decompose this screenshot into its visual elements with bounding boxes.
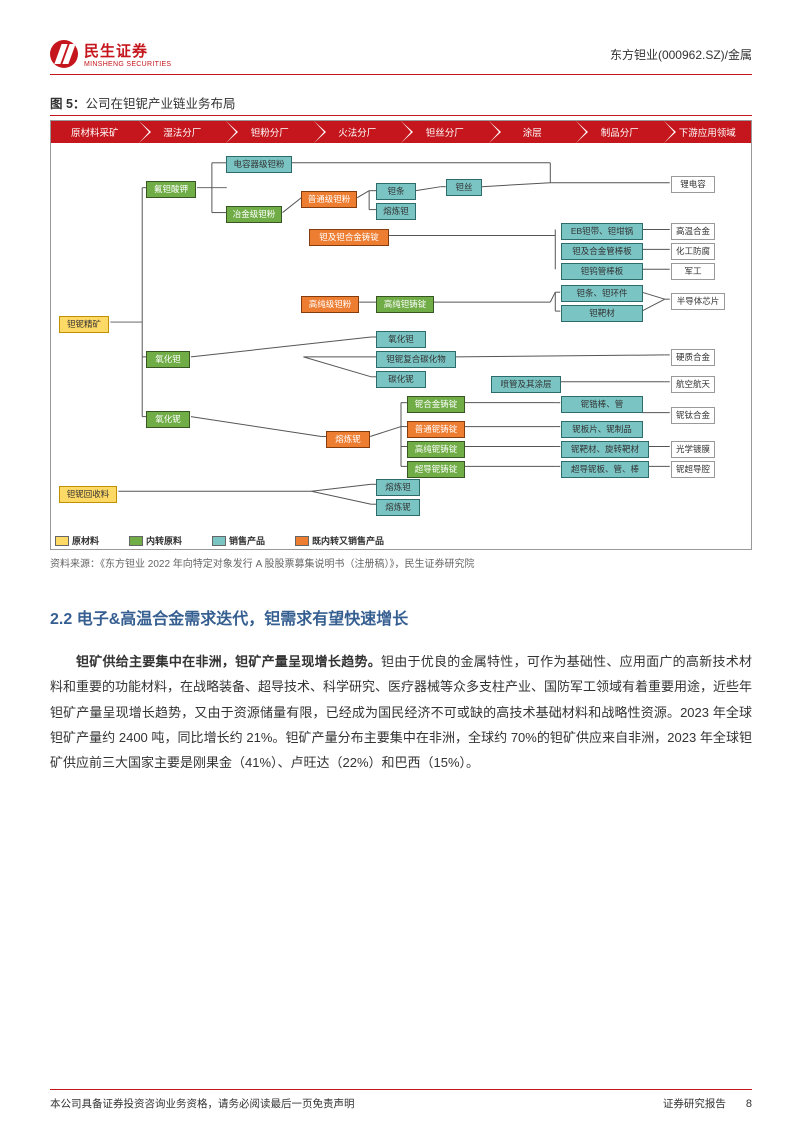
node-n1: 钽铌精矿 <box>59 316 109 333</box>
node-n40: 硬质合金 <box>671 349 715 366</box>
node-n13: EB钽带、钽坩锅 <box>561 223 643 240</box>
node-n18: 高纯级钽粉 <box>301 296 359 313</box>
logo: 民生证券 MINSHENG SECURITIES <box>50 40 171 68</box>
node-n29: 铌锆棒、管 <box>561 396 643 413</box>
node-n22: 碳化铌 <box>376 371 426 388</box>
node-n23: 铌合金铸锭 <box>407 396 465 413</box>
node-n12: 钽丝 <box>446 179 482 196</box>
node-n14: 钽及合金管棒板 <box>561 243 643 260</box>
body-paragraph: 钽矿供给主要集中在非洲，钽矿产量呈现增长趋势。钽由于优良的金属特性，可作为基础性… <box>50 649 752 776</box>
node-n37: 化工防腐 <box>671 243 715 260</box>
node-n28: 喷管及其涂层 <box>491 376 561 393</box>
node-n31: 铌靶材、旋转靶材 <box>561 441 649 458</box>
node-n44: 铌超导腔 <box>671 461 715 478</box>
node-n17: 钽靶材 <box>561 305 643 322</box>
figure-source: 资料来源：《东方钽业 2022 年向特定对象发行 A 股股票募集说明书（注册稿）… <box>50 555 752 570</box>
node-n20: 氧化钽 <box>376 331 426 348</box>
node-n5: 氧化铌 <box>146 411 190 428</box>
page-header: 民生证券 MINSHENG SECURITIES 东方钽业(000962.SZ)… <box>50 40 752 75</box>
legend-item: 内转原料 <box>129 534 182 547</box>
footer-disclaimer: 本公司具备证券投资咨询业务资格，请务必阅读最后一页免责声明 <box>50 1096 355 1111</box>
logo-cn: 民生证券 <box>84 40 171 61</box>
node-n41: 航空航天 <box>671 376 715 393</box>
node-n3: 氟钽酸钾 <box>146 181 196 198</box>
node-n6: 电容器级钽粉 <box>226 156 292 173</box>
node-n4: 氧化钽 <box>146 351 190 368</box>
footer-report-type: 证券研究报告 <box>663 1096 726 1111</box>
node-n39: 半导体芯片 <box>671 293 725 310</box>
legend-item: 销售产品 <box>212 534 265 547</box>
node-n27: 熔炼铌 <box>326 431 370 448</box>
logo-icon <box>50 40 78 68</box>
flowchart: 原材料采矿湿法分厂钽粉分厂火法分厂钽丝分厂涂层制品分厂下游应用领域 钽铌精矿钽铌… <box>50 120 752 550</box>
node-n9: 钽条 <box>376 183 416 200</box>
node-n33: 熔炼钽 <box>376 479 420 496</box>
node-n26: 超导铌铸锭 <box>407 461 465 478</box>
node-n35: 锂电容 <box>671 176 715 193</box>
node-n7: 冶金级钽粉 <box>226 206 282 223</box>
node-n15: 钽钨管棒板 <box>561 263 643 280</box>
figure-title: 图 5：公司在钽铌产业链业务布局 <box>50 93 752 116</box>
node-n19: 高纯钽铸锭 <box>376 296 434 313</box>
node-n2: 钽铌回收料 <box>59 486 117 503</box>
node-n38: 军工 <box>671 263 715 280</box>
node-n11: 钽及钽合金铸锭 <box>309 229 389 246</box>
legend: 原材料 内转原料 销售产品 既内转又销售产品 <box>55 534 384 547</box>
page-number: 8 <box>746 1098 752 1110</box>
node-n8: 普通级钽粉 <box>301 191 357 208</box>
node-n21: 钽铌复合碳化物 <box>376 351 456 368</box>
node-n36: 高温合金 <box>671 223 715 240</box>
page-footer: 本公司具备证券投资咨询业务资格，请务必阅读最后一页免责声明 证券研究报告 8 <box>50 1089 752 1111</box>
node-n32: 超导铌板、管、棒 <box>561 461 649 478</box>
legend-item: 既内转又销售产品 <box>295 534 384 547</box>
logo-en: MINSHENG SECURITIES <box>84 61 171 68</box>
node-n10: 熔炼钽 <box>376 203 416 220</box>
node-n30: 铌板片、铌制品 <box>561 421 643 438</box>
node-n42: 铌钛合金 <box>671 407 715 424</box>
legend-item: 原材料 <box>55 534 99 547</box>
node-n43: 光学镀膜 <box>671 441 715 458</box>
node-n25: 高纯铌铸锭 <box>407 441 465 458</box>
node-n34: 熔炼铌 <box>376 499 420 516</box>
header-ticker: 东方钽业(000962.SZ)/金属 <box>610 46 752 63</box>
node-n16: 钽条、钽环件 <box>561 285 643 302</box>
section-heading: 2.2 电子&高温合金需求迭代，钽需求有望快速增长 <box>50 605 752 629</box>
node-n24: 普通铌铸锭 <box>407 421 465 438</box>
